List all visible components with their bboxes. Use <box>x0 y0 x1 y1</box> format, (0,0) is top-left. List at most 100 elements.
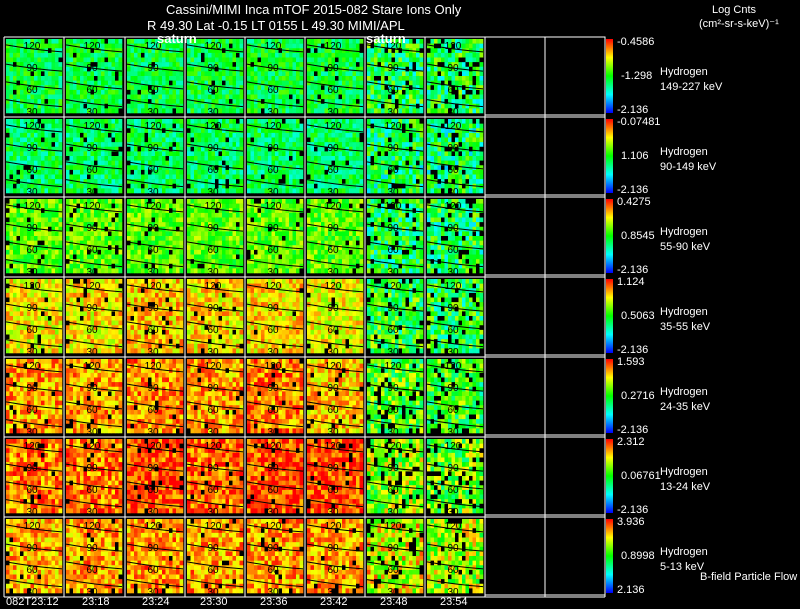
contour-label: 60 <box>447 565 459 576</box>
contour-label: 30 <box>327 267 339 278</box>
heatmap-panel <box>126 519 184 594</box>
colorbar-mid-label: 0.2716 <box>621 390 655 402</box>
contour-label: 60 <box>387 565 399 576</box>
species-label: Hydrogen <box>660 226 708 238</box>
contour-label: 60 <box>207 85 219 96</box>
contour-label: 90 <box>26 383 38 394</box>
heatmap-panel <box>246 359 304 434</box>
colorbar-mid-label: 0.8998 <box>621 550 655 562</box>
contour-label: 60 <box>147 85 159 96</box>
contour-label: 30 <box>267 427 279 438</box>
contour-label: 30 <box>147 347 159 358</box>
contour-label: 90 <box>327 383 339 394</box>
colorbar-max-label: -0.4586 <box>617 36 655 48</box>
contour-label: 120 <box>205 201 222 212</box>
contour-label: 60 <box>387 325 399 336</box>
contour-label: 90 <box>327 223 339 234</box>
contour-label: 30 <box>387 107 399 118</box>
contour-label: 90 <box>267 463 279 474</box>
contour-label: 90 <box>447 143 459 154</box>
contour-label: 120 <box>325 281 342 292</box>
contour-label: 120 <box>445 41 462 52</box>
saturn-label-right: saturn <box>366 31 406 46</box>
contour-label: 30 <box>26 107 38 118</box>
contour-label: 60 <box>207 565 219 576</box>
contour-label: 120 <box>205 281 222 292</box>
species-label: Hydrogen <box>660 146 708 158</box>
heatmap-panel <box>426 359 484 434</box>
contour-label: 90 <box>327 303 339 314</box>
contour-label: 90 <box>327 463 339 474</box>
contour-label: 90 <box>447 463 459 474</box>
contour-label: 90 <box>207 463 219 474</box>
contour-label: 120 <box>145 121 162 132</box>
colorbar <box>606 39 613 113</box>
contour-label: 120 <box>445 521 462 532</box>
contour-label: 30 <box>387 427 399 438</box>
species-label: Hydrogen <box>660 306 708 318</box>
contour-label: 120 <box>24 41 41 52</box>
contour-label: 60 <box>147 405 159 416</box>
heatmap-panel <box>426 519 484 594</box>
contour-label: 30 <box>86 107 98 118</box>
contour-label: 120 <box>265 201 282 212</box>
contour-label: 60 <box>147 325 159 336</box>
x-tick-label: 23:54 <box>440 596 468 608</box>
contour-label: 90 <box>207 63 219 74</box>
contour-label: 90 <box>26 223 38 234</box>
contour-label: 90 <box>387 223 399 234</box>
contour-label: 90 <box>267 303 279 314</box>
contour-label: 120 <box>325 41 342 52</box>
heatmap-panel <box>426 439 484 514</box>
contour-label: 90 <box>86 303 98 314</box>
contour-label: 60 <box>267 245 279 256</box>
energy-range-label: 90-149 keV <box>660 161 717 173</box>
contour-label: 30 <box>327 507 339 518</box>
contour-label: 90 <box>387 383 399 394</box>
contour-label: 60 <box>207 325 219 336</box>
contour-label: 90 <box>267 383 279 394</box>
colorbar <box>606 119 613 193</box>
contour-label: 60 <box>387 165 399 176</box>
energy-range-label: 24-35 keV <box>660 401 711 413</box>
contour-label: 120 <box>145 281 162 292</box>
contour-label: 30 <box>207 507 219 518</box>
colorbar-max-label: -0.07481 <box>617 116 661 128</box>
contour-label: 120 <box>24 281 41 292</box>
contour-label: 120 <box>84 361 101 372</box>
heatmap-panel <box>186 119 244 194</box>
contour-label: 90 <box>26 463 38 474</box>
heatmap-panel <box>426 199 484 274</box>
contour-label: 120 <box>24 521 41 532</box>
heatmap-panel <box>246 199 304 274</box>
heatmap-panel <box>126 119 184 194</box>
contour-label: 120 <box>265 281 282 292</box>
contour-label: 90 <box>207 543 219 554</box>
contour-label: 60 <box>86 405 98 416</box>
contour-label: 60 <box>267 85 279 96</box>
contour-label: 90 <box>26 143 38 154</box>
colorbar-mid-label: 0.8545 <box>621 230 655 242</box>
colorbar-max-label: 1.124 <box>617 276 645 288</box>
contour-label: 60 <box>327 165 339 176</box>
heatmap-panel <box>65 39 123 114</box>
heatmap-panel <box>126 279 184 354</box>
contour-label: 120 <box>84 121 101 132</box>
contour-label: 30 <box>447 107 459 118</box>
energy-range-label: 13-24 keV <box>660 481 711 493</box>
energy-range-label: 5-13 keV <box>660 561 705 573</box>
heatmap-panel <box>5 359 63 434</box>
colorbar <box>606 359 613 433</box>
species-label: Hydrogen <box>660 546 708 558</box>
contour-label: 90 <box>147 543 159 554</box>
contour-label: 30 <box>147 507 159 518</box>
contour-label: 120 <box>325 521 342 532</box>
contour-label: 120 <box>84 201 101 212</box>
contour-label: 30 <box>327 187 339 198</box>
heatmap-panel <box>306 439 364 514</box>
contour-label: 30 <box>147 427 159 438</box>
colorbar <box>606 519 613 593</box>
contour-label: 60 <box>447 485 459 496</box>
saturn-label-left: saturn <box>157 31 197 46</box>
contour-label: 60 <box>387 405 399 416</box>
